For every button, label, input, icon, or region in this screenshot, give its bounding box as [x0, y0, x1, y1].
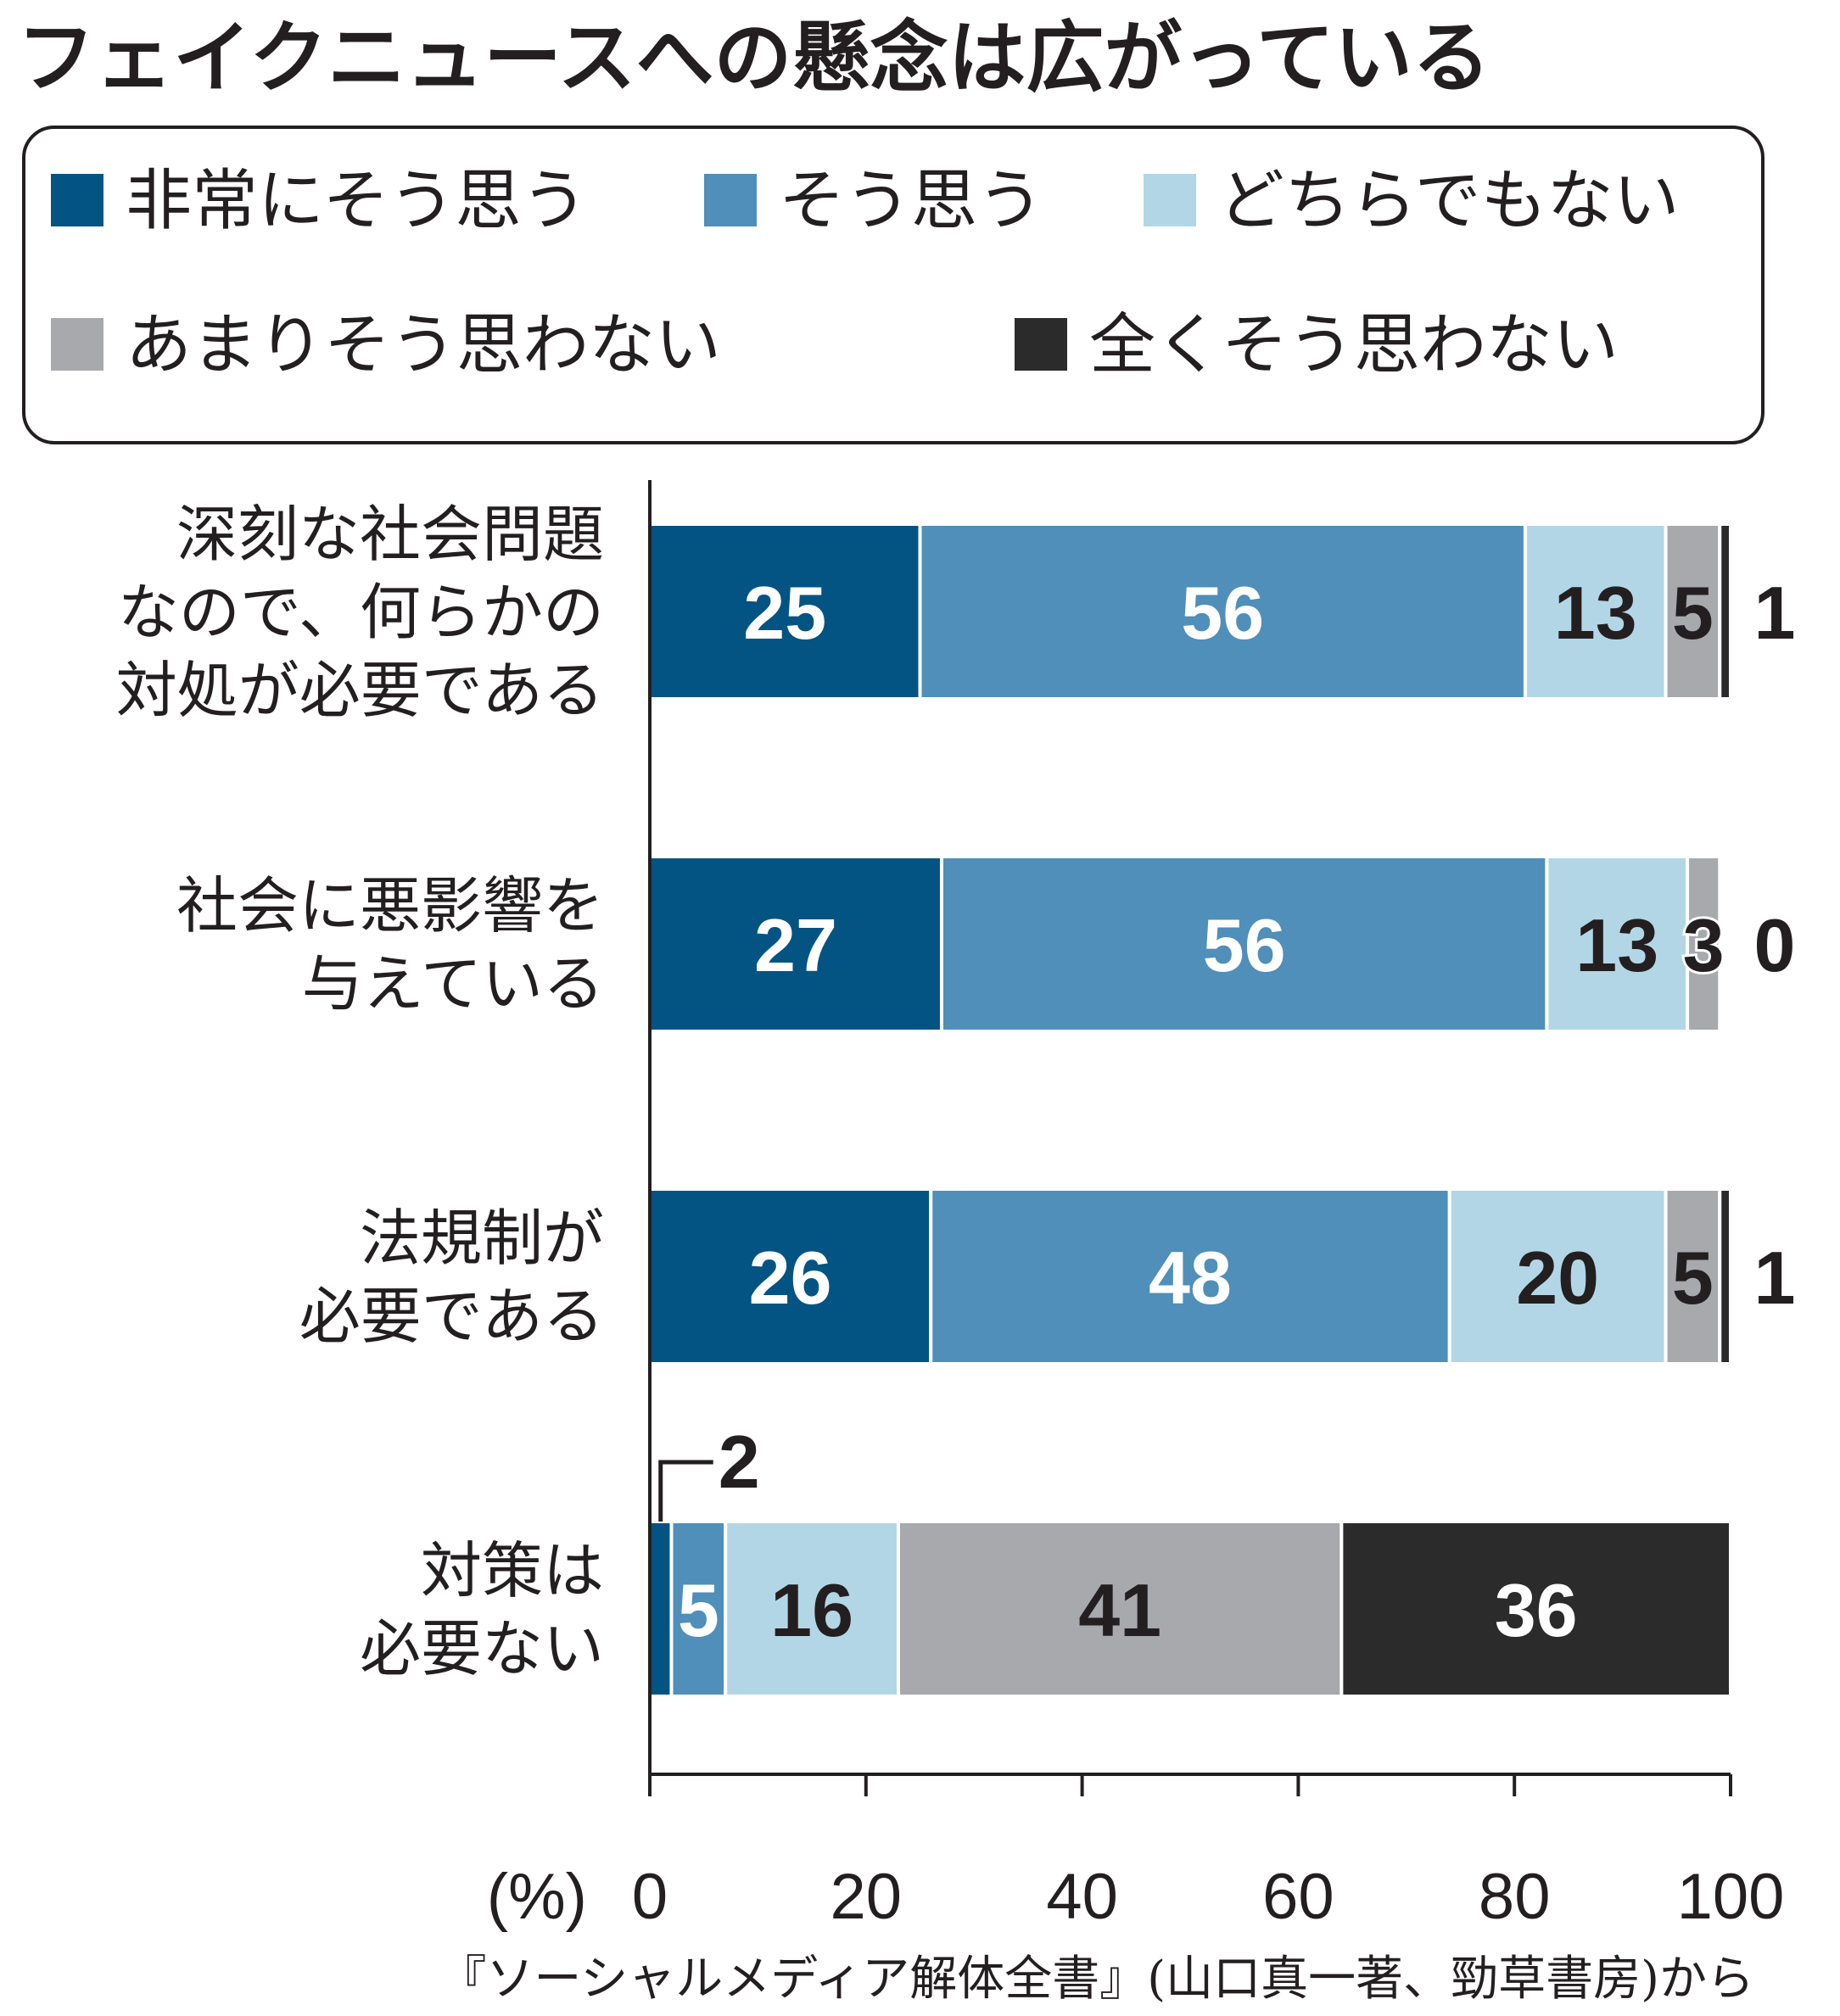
bar-segment — [648, 855, 943, 1033]
category-label: 必要である — [299, 1281, 604, 1352]
bar-segment — [897, 1520, 1344, 1698]
data-label: 13 — [1575, 903, 1658, 987]
legend-label: あまりそう思わない — [126, 307, 721, 383]
category-label: 深刻な社会問題 — [176, 499, 604, 570]
legend-swatch — [704, 174, 757, 226]
bar-segment — [648, 1520, 674, 1698]
bars: 25 56 13 5 127 56 13 3 026 48 20 5 125 16 41 36 — [648, 522, 1796, 1698]
category-label: 社会に悪影響を — [176, 870, 604, 941]
bar-segment — [1523, 522, 1668, 701]
data-label: 5 — [1672, 1236, 1714, 1320]
chart-title: フェイクニュースへの懸念は広がっている — [17, 13, 1490, 103]
data-label: 56 — [1203, 903, 1286, 987]
bar-segment — [669, 1520, 728, 1698]
category-label: 法規制が — [360, 1203, 604, 1274]
category-label: 対策は — [421, 1535, 604, 1606]
x-axis: 0 20 40 60 80 100 — [632, 480, 1785, 1933]
leader-line — [658, 1460, 713, 1522]
x-tick-label: 60 — [1262, 1861, 1334, 1933]
legend-swatch — [1015, 318, 1067, 371]
legend-swatch — [1144, 174, 1196, 226]
data-label: 56 — [1181, 571, 1264, 655]
legend-label: そう思う — [779, 163, 1043, 239]
data-label: 48 — [1149, 1236, 1232, 1320]
category-label: なので、何らかの — [118, 577, 604, 648]
source-note: 『ソーシャルメディア解体全書』(山口真一著、勁草書房)から — [439, 1952, 1754, 2007]
data-label: 2 — [719, 1420, 760, 1504]
axis-unit-label: (%) — [487, 1861, 587, 1933]
bar-segment — [1686, 855, 1722, 1033]
x-tick-label: 40 — [1046, 1861, 1118, 1933]
data-label: 27 — [754, 903, 837, 987]
legend-swatch — [51, 318, 103, 371]
bar-segment — [1718, 1187, 1733, 1365]
data-label: 16 — [770, 1568, 853, 1652]
data-label: 26 — [749, 1236, 832, 1320]
bar-segment — [939, 855, 1549, 1033]
bar-segment — [1545, 855, 1690, 1033]
bar-segment — [1339, 1520, 1732, 1698]
x-tick-label: 20 — [831, 1861, 903, 1933]
bar-segment — [648, 1187, 933, 1365]
data-label: 1 — [1754, 1236, 1796, 1320]
legend-label: 非常にそう思う — [126, 163, 587, 239]
category-label: 必要ない — [360, 1613, 604, 1684]
x-tick-label: 100 — [1677, 1861, 1785, 1933]
category-labels: 深刻な社会問題なので、何らかの対処が必要である社会に悪影響を与えている法規制が必… — [116, 499, 604, 1684]
data-label: 25 — [743, 571, 826, 655]
data-label: 5 — [1672, 571, 1714, 655]
category-label: 対処が必要である — [116, 655, 604, 726]
data-label: 3 — [1683, 903, 1725, 987]
bar-segment — [1447, 1187, 1668, 1365]
legend-label: 全くそう思わない — [1089, 307, 1619, 383]
bar-segment — [724, 1520, 901, 1698]
bar-segment — [929, 1187, 1451, 1365]
data-label: 5 — [678, 1568, 719, 1652]
data-label: 41 — [1078, 1568, 1161, 1652]
data-label: 36 — [1495, 1568, 1578, 1652]
legend-label: どちらでもない — [1218, 163, 1680, 239]
data-label: 20 — [1516, 1236, 1599, 1320]
bar-segment — [1718, 522, 1733, 701]
data-label: 0 — [1754, 903, 1796, 987]
x-tick-label: 80 — [1479, 1861, 1551, 1933]
data-label: 13 — [1554, 571, 1637, 655]
legend-swatch — [51, 174, 103, 226]
legend-box — [22, 126, 1764, 444]
category-label: 与えている — [302, 948, 604, 1019]
x-tick-label: 0 — [632, 1861, 668, 1933]
data-label: 1 — [1754, 571, 1796, 655]
